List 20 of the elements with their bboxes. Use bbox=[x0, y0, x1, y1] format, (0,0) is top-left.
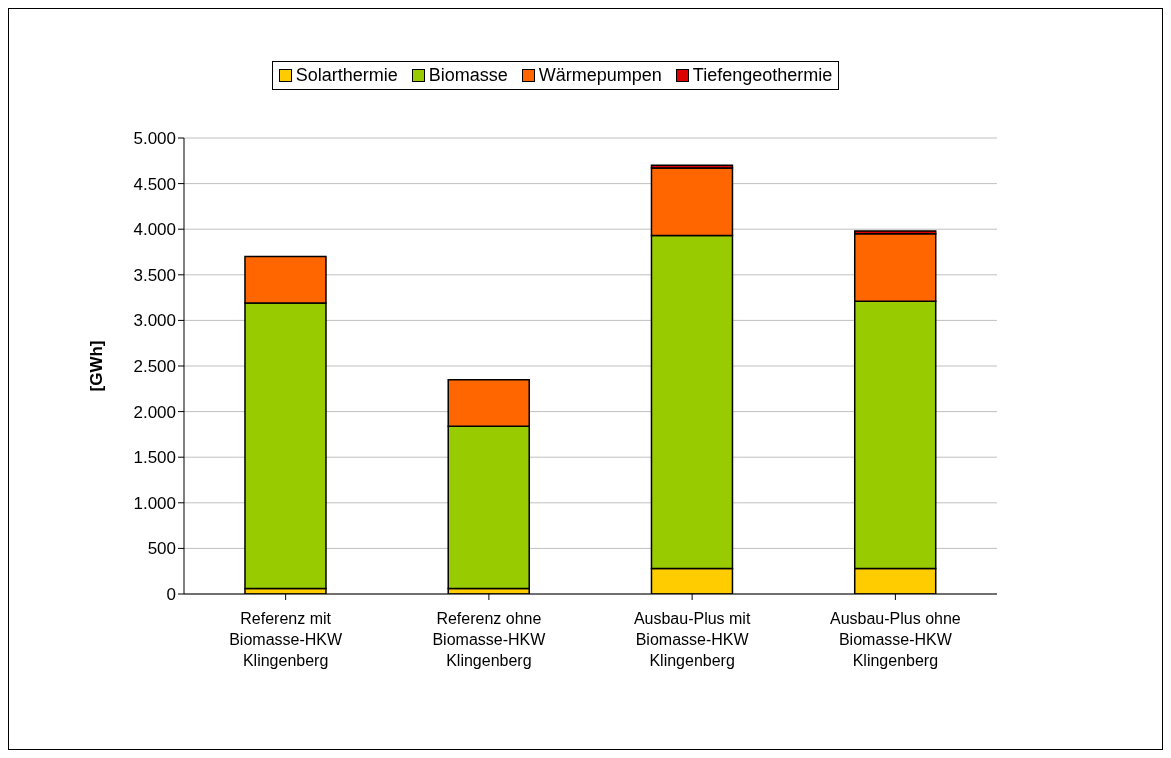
x-tick-label: Referenz ohne Biomasse-HKW Klingenberg bbox=[432, 610, 547, 669]
y-tick-label: 3.500 bbox=[133, 265, 176, 285]
x-tick-label: Referenz mit Biomasse-HKW Klingenberg bbox=[229, 610, 343, 669]
legend-label: Wärmepumpen bbox=[537, 65, 662, 86]
y-tick-label: 1.500 bbox=[133, 448, 176, 468]
x-tick-label: Ausbau-Plus mit Biomasse-HKW Klingenberg bbox=[633, 610, 751, 669]
legend-label: Biomasse bbox=[427, 65, 508, 86]
y-tick-label: 4.000 bbox=[133, 220, 176, 240]
y-tick-label: 500 bbox=[147, 539, 176, 559]
y-tick-label: 2.000 bbox=[133, 402, 176, 422]
y-tick-label: 2.500 bbox=[133, 357, 176, 377]
y-tick-label: 1.000 bbox=[133, 493, 176, 513]
y-tick-label: 5.000 bbox=[133, 129, 176, 149]
y-tick-label: 0 bbox=[166, 585, 176, 605]
y-tick-label: 4.500 bbox=[133, 174, 176, 194]
y-tick-label: 3.000 bbox=[133, 311, 176, 331]
y-axis-title: [GWh] bbox=[87, 340, 107, 392]
legend-label: Solarthermie bbox=[294, 65, 398, 86]
legend-label: Tiefengeothermie bbox=[691, 65, 833, 86]
x-tick-label: Ausbau-Plus ohne Biomasse-HKW Klingenberg bbox=[829, 610, 961, 669]
